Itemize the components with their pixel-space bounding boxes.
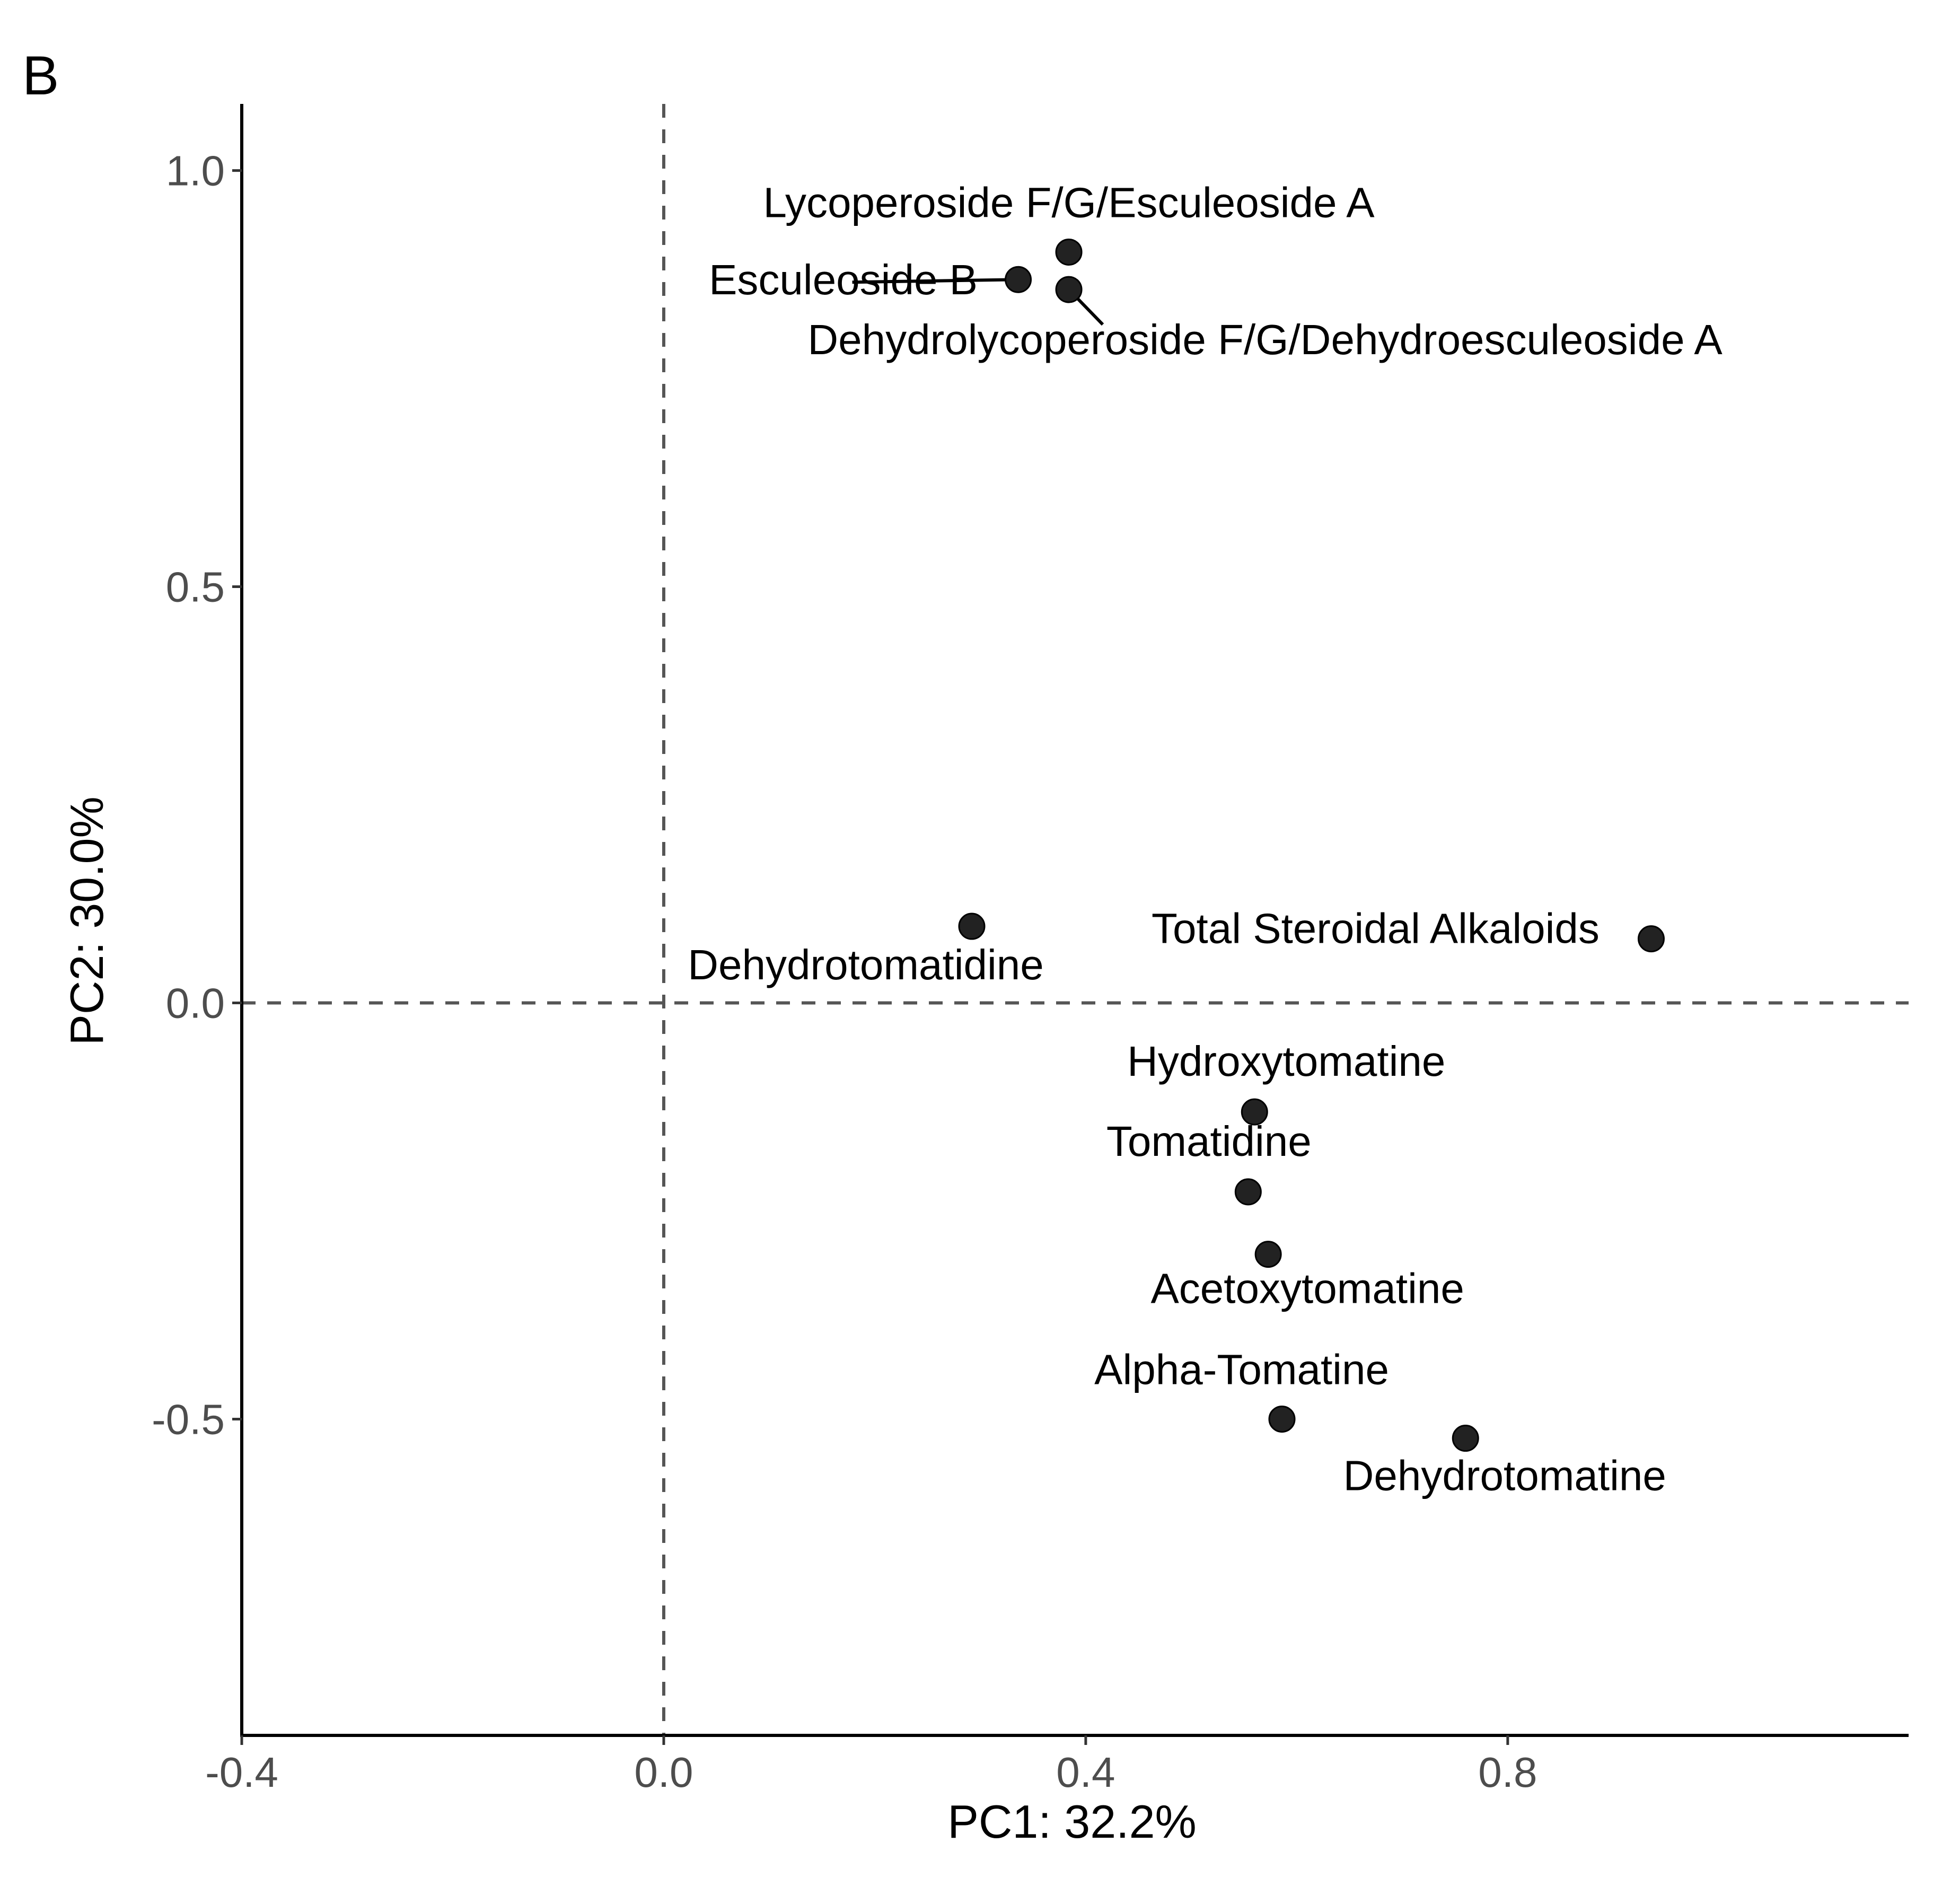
data-point	[1241, 1098, 1268, 1126]
y-tick-label: 1.0	[166, 147, 225, 195]
data-points	[958, 238, 1665, 1452]
point-label: Dehydrotomatidine	[688, 941, 1043, 988]
data-point	[958, 912, 986, 940]
point-label: Hydroxytomatine	[1127, 1038, 1445, 1085]
axes	[240, 104, 1909, 1737]
data-point	[1452, 1425, 1479, 1452]
data-point	[1005, 266, 1032, 293]
y-tick-label: 0.5	[166, 564, 225, 611]
point-label: Lycoperoside F/G/Esculeoside A	[763, 179, 1375, 226]
reference-lines	[242, 104, 1909, 1735]
x-axis-title: PC1: 32.2%	[947, 1795, 1197, 1848]
point-label: Tomatidine	[1106, 1118, 1312, 1165]
point-label: Dehydrotomatine	[1343, 1452, 1666, 1499]
point-label: Acetoxytomatine	[1150, 1265, 1464, 1312]
y-axis-title: PC2: 30.0%	[60, 796, 113, 1046]
y-tick-label: 0.0	[166, 979, 225, 1026]
point-label: Alpha-Tomatine	[1094, 1346, 1389, 1393]
data-point	[1268, 1405, 1296, 1433]
x-tick-label: -0.4	[205, 1749, 278, 1796]
data-point	[1254, 1241, 1282, 1268]
x-tick-label: 0.4	[1056, 1749, 1115, 1796]
label-leader-line	[852, 278, 1018, 284]
point-labels: Lycoperoside F/G/Esculeoside A Esculeosid…	[688, 179, 1723, 1499]
y-axis-ticks: -0.5 0.0 0.5 1.0	[152, 147, 242, 1443]
panel-label: B	[22, 45, 59, 107]
x-axis-ticks: -0.4 0.0 0.4 0.8	[205, 1735, 1537, 1796]
y-tick-label: -0.5	[152, 1396, 225, 1443]
data-point	[1637, 925, 1665, 953]
data-point	[1234, 1178, 1262, 1206]
point-label: Dehydrolycoperoside F/G/Dehydroesculeosi…	[807, 316, 1723, 363]
point-label: Total Steroidal Alkaloids	[1152, 905, 1600, 952]
x-tick-label: 0.0	[634, 1749, 693, 1796]
data-point	[1055, 238, 1083, 266]
point-label: Esculeoside B	[709, 256, 978, 303]
x-tick-label: 0.8	[1478, 1749, 1537, 1796]
data-point	[1055, 276, 1083, 303]
